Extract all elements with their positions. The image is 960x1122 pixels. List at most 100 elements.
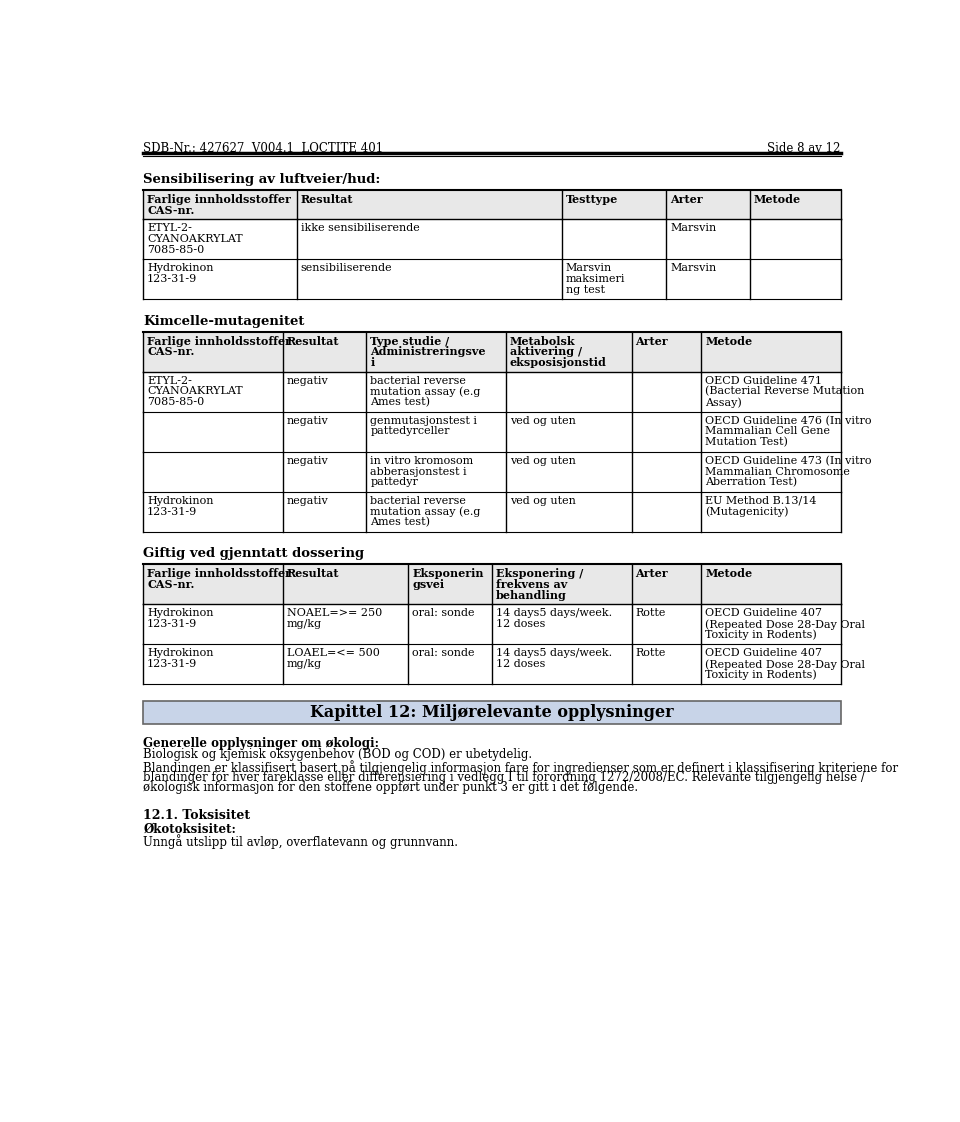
Text: in vitro kromosom: in vitro kromosom [371, 456, 473, 466]
Text: Arter: Arter [636, 335, 668, 347]
Text: CAS-nr.: CAS-nr. [147, 204, 195, 215]
Text: ved og uten: ved og uten [510, 496, 576, 506]
Text: Arter: Arter [636, 568, 668, 579]
Text: (Bacterial Reverse Mutation: (Bacterial Reverse Mutation [706, 386, 865, 397]
Text: 12 doses: 12 doses [496, 619, 545, 629]
Text: Farlige innholdsstoffer: Farlige innholdsstoffer [147, 568, 291, 579]
Text: Eksponerin: Eksponerin [412, 568, 484, 579]
Text: Marsvin: Marsvin [670, 223, 716, 233]
Text: oral: sonde: oral: sonde [412, 608, 474, 618]
Text: Giftig ved gjenntatt dossering: Giftig ved gjenntatt dossering [143, 548, 365, 560]
Text: pattedyrceller: pattedyrceller [371, 426, 450, 436]
Bar [143, 564, 841, 605]
Text: Arter: Arter [670, 194, 703, 205]
Text: ved og uten: ved og uten [510, 456, 576, 466]
Bar [143, 332, 841, 371]
Text: Rotte: Rotte [636, 649, 665, 659]
Text: CAS-nr.: CAS-nr. [147, 347, 195, 358]
Text: mutation assay (e.g: mutation assay (e.g [371, 506, 481, 517]
Text: 7085-85-0: 7085-85-0 [147, 245, 204, 255]
Text: 12 doses: 12 doses [496, 659, 545, 669]
Text: mg/kg: mg/kg [287, 619, 322, 629]
Text: aktivering /: aktivering / [510, 347, 582, 358]
Text: Biologisk og kjemisk oksygenbehov (BOD og COD) er ubetydelig.: Biologisk og kjemisk oksygenbehov (BOD o… [143, 748, 533, 762]
Text: genmutasjonstest i: genmutasjonstest i [371, 415, 477, 425]
Text: Ames test): Ames test) [371, 517, 430, 527]
Text: Testtype: Testtype [565, 194, 618, 205]
Text: Kapittel 12: Miljørelevante opplysninger: Kapittel 12: Miljørelevante opplysninger [310, 705, 674, 721]
Text: OECD Guideline 473 (In vitro: OECD Guideline 473 (In vitro [706, 456, 872, 466]
Text: Hydrokinon: Hydrokinon [147, 496, 214, 506]
Text: (Mutagenicity): (Mutagenicity) [706, 506, 788, 517]
Text: Hydrokinon: Hydrokinon [147, 608, 214, 618]
Text: Metode: Metode [706, 335, 753, 347]
Text: Kimcelle-mutagenitet: Kimcelle-mutagenitet [143, 315, 304, 328]
Text: behandling: behandling [496, 590, 566, 600]
Bar [143, 190, 841, 219]
Text: Sensibilisering av luftveier/hud:: Sensibilisering av luftveier/hud: [143, 173, 380, 186]
Text: Ames test): Ames test) [371, 397, 430, 407]
Text: ng test: ng test [565, 285, 605, 295]
Text: (Repeated Dose 28-Day Oral: (Repeated Dose 28-Day Oral [706, 659, 865, 670]
Text: Mutation Test): Mutation Test) [706, 438, 788, 448]
Text: 123-31-9: 123-31-9 [147, 274, 198, 284]
Text: Rotte: Rotte [636, 608, 665, 618]
Text: Blandingen er klassifisert basert på tilgjengelig informasjon fare for ingredien: Blandingen er klassifisert basert på til… [143, 760, 899, 775]
Text: sensibiliserende: sensibiliserende [300, 264, 393, 274]
Bar [143, 701, 841, 725]
Text: Generelle opplysninger om økologi:: Generelle opplysninger om økologi: [143, 737, 379, 749]
Text: Farlige innholdsstoffer: Farlige innholdsstoffer [147, 335, 291, 347]
Text: OECD Guideline 407: OECD Guideline 407 [706, 608, 822, 618]
Text: negativ: negativ [287, 376, 328, 386]
Text: OECD Guideline 407: OECD Guideline 407 [706, 649, 822, 659]
Text: abberasjonstest i: abberasjonstest i [371, 467, 467, 477]
Text: CYANOAKRYLAT: CYANOAKRYLAT [147, 234, 243, 243]
Text: SDB-Nr.: 427627  V004.1  LOCTITE 401: SDB-Nr.: 427627 V004.1 LOCTITE 401 [143, 142, 383, 155]
Text: CAS-nr.: CAS-nr. [147, 579, 195, 590]
Text: eksposisjonstid: eksposisjonstid [510, 357, 607, 368]
Text: Resultat: Resultat [300, 194, 353, 205]
Text: Marsvin: Marsvin [565, 264, 612, 274]
Text: Toxicity in Rodents): Toxicity in Rodents) [706, 670, 817, 680]
Text: blandinger for hver fareklasse eller differensiering i vedlegg I til forordning : blandinger for hver fareklasse eller dif… [143, 771, 865, 783]
Text: Mammalian Chromosome: Mammalian Chromosome [706, 467, 850, 477]
Text: EU Method B.13/14: EU Method B.13/14 [706, 496, 817, 506]
Text: ETYL-2-: ETYL-2- [147, 223, 192, 233]
Text: 123-31-9: 123-31-9 [147, 659, 198, 669]
Text: mg/kg: mg/kg [287, 659, 322, 669]
Text: Hydrokinon: Hydrokinon [147, 264, 214, 274]
Text: Farlige innholdsstoffer: Farlige innholdsstoffer [147, 194, 291, 205]
Text: bacterial reverse: bacterial reverse [371, 376, 467, 386]
Text: Eksponering /: Eksponering / [496, 568, 584, 579]
Text: gsvei: gsvei [412, 579, 444, 590]
Text: (Repeated Dose 28-Day Oral: (Repeated Dose 28-Day Oral [706, 619, 865, 629]
Text: 14 days5 days/week.: 14 days5 days/week. [496, 649, 612, 659]
Text: CYANOAKRYLAT: CYANOAKRYLAT [147, 386, 243, 396]
Text: ved og uten: ved og uten [510, 415, 576, 425]
Text: Metabolsk: Metabolsk [510, 335, 575, 347]
Text: Administreringsve: Administreringsve [371, 347, 486, 358]
Text: NOAEL=>= 250: NOAEL=>= 250 [287, 608, 382, 618]
Text: negativ: negativ [287, 496, 328, 506]
Text: Assay): Assay) [706, 397, 742, 407]
Text: Resultat: Resultat [287, 335, 339, 347]
Text: i: i [371, 357, 374, 368]
Text: negativ: negativ [287, 415, 328, 425]
Text: Hydrokinon: Hydrokinon [147, 649, 214, 659]
Text: OECD Guideline 471: OECD Guideline 471 [706, 376, 822, 386]
Text: Marsvin: Marsvin [670, 264, 716, 274]
Text: 14 days5 days/week.: 14 days5 days/week. [496, 608, 612, 618]
Text: frekvens av: frekvens av [496, 579, 567, 590]
Text: bacterial reverse: bacterial reverse [371, 496, 467, 506]
Text: Resultat: Resultat [287, 568, 339, 579]
Text: Type studie /: Type studie / [371, 335, 449, 347]
Text: 123-31-9: 123-31-9 [147, 619, 198, 629]
Text: Toxicity in Rodents): Toxicity in Rodents) [706, 629, 817, 641]
Text: ETYL-2-: ETYL-2- [147, 376, 192, 386]
Text: 7085-85-0: 7085-85-0 [147, 397, 204, 407]
Text: Økotoksisitet:: Økotoksisitet: [143, 824, 236, 836]
Text: oral: sonde: oral: sonde [412, 649, 474, 659]
Text: 123-31-9: 123-31-9 [147, 506, 198, 516]
Text: Mammalian Cell Gene: Mammalian Cell Gene [706, 426, 830, 436]
Text: LOAEL=<= 500: LOAEL=<= 500 [287, 649, 379, 659]
